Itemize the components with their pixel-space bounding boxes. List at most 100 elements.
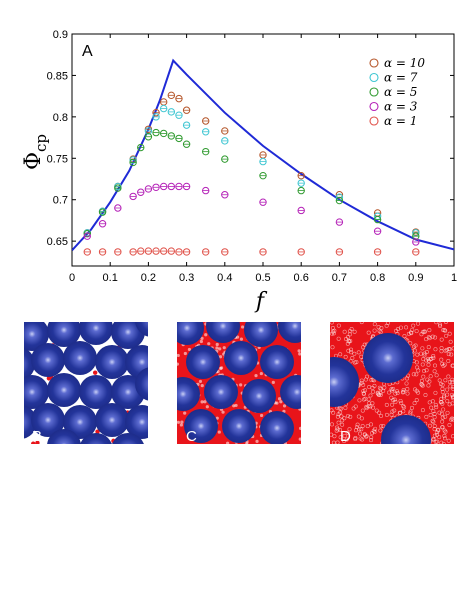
small-particle [349, 327, 354, 332]
large-sphere [47, 322, 81, 347]
small-particle [418, 351, 423, 356]
small-particle [384, 412, 389, 417]
small-particle [450, 434, 454, 439]
small-particle [447, 402, 452, 407]
small-particle [203, 400, 207, 404]
panel-label: A [82, 43, 93, 60]
small-particle [346, 338, 351, 343]
small-particle [360, 408, 365, 413]
small-particle [357, 431, 362, 436]
small-particle [391, 398, 396, 403]
small-particle [441, 395, 446, 400]
small-particle [352, 360, 357, 365]
y-axis: 0.65 0.7 0.75 0.8 0.85 0.9 [47, 29, 454, 248]
small-particle [348, 359, 353, 364]
large-sphere [363, 333, 413, 383]
small-particle [370, 401, 375, 406]
small-particle [446, 438, 451, 443]
small-particle [402, 334, 407, 339]
legend-marker [369, 116, 379, 126]
small-particle [358, 436, 363, 441]
large-sphere [24, 375, 49, 409]
small-particle [414, 329, 419, 334]
small-particle [235, 335, 240, 339]
small-particle [348, 414, 353, 419]
small-particle [332, 434, 337, 439]
small-particle [366, 404, 371, 409]
small-particle [434, 405, 439, 410]
x-tick-label: 0.5 [255, 272, 270, 284]
small-particle [439, 346, 444, 351]
small-particle [360, 424, 365, 429]
small-particle [371, 334, 376, 339]
small-particle [298, 352, 301, 356]
small-particle [445, 387, 450, 392]
small-particle [432, 369, 437, 374]
small-particle [177, 353, 180, 358]
small-particle [372, 328, 377, 333]
small-particle [433, 390, 438, 395]
legend-marker [369, 87, 379, 97]
large-sphere [206, 322, 240, 343]
x-tick-label: 0.1 [103, 272, 118, 284]
small-particle [420, 408, 425, 413]
large-sphere [186, 345, 220, 379]
small-particle [378, 428, 383, 433]
small-particle [331, 331, 336, 336]
small-particle [345, 430, 350, 435]
small-particle [412, 348, 417, 353]
inset-b-label: B [32, 428, 42, 445]
small-particle [366, 397, 371, 402]
large-sphere [80, 433, 112, 444]
small-particle [245, 442, 249, 444]
large-sphere [280, 375, 301, 409]
small-particle [437, 435, 442, 440]
small-particle [370, 431, 375, 436]
small-particle [354, 425, 359, 430]
small-particle [92, 370, 98, 375]
small-particle [445, 392, 450, 397]
small-particle [395, 391, 400, 396]
small-particle [439, 337, 444, 342]
small-particle [450, 394, 454, 399]
small-particle [334, 425, 339, 430]
small-particle [423, 392, 428, 397]
small-particle [448, 384, 453, 389]
small-particle [337, 406, 342, 411]
small-particle [377, 385, 382, 390]
large-sphere [79, 375, 113, 409]
small-particle [421, 329, 426, 334]
small-particle [408, 341, 413, 346]
small-particle [444, 333, 449, 338]
small-particle [180, 420, 184, 424]
small-particle [339, 406, 344, 411]
small-particle [218, 347, 222, 351]
small-particle [377, 328, 382, 333]
small-particle [413, 343, 418, 348]
small-particle [298, 426, 301, 430]
small-particle [217, 430, 221, 434]
small-particle [450, 377, 454, 382]
small-particle [177, 420, 180, 424]
small-particle [384, 323, 389, 328]
small-particle [451, 394, 454, 399]
small-particle [428, 413, 433, 418]
small-particle [421, 374, 426, 379]
large-sphere [125, 405, 148, 439]
small-particle [434, 430, 439, 435]
small-particle [255, 439, 259, 443]
y-tick-label: 0.85 [47, 70, 68, 82]
large-sphere [381, 415, 431, 444]
small-particle [445, 410, 450, 415]
small-particle [440, 361, 445, 366]
small-particle [335, 440, 340, 444]
y-tick-label: 0.9 [53, 29, 68, 41]
small-particle [424, 368, 429, 373]
small-particle [359, 380, 364, 385]
large-sphere [242, 379, 276, 413]
small-particle [183, 351, 187, 356]
small-particle [451, 396, 454, 401]
y-axis-label-subscript: cp [32, 134, 50, 152]
legend-label: α = 1 [384, 114, 417, 128]
small-particle [442, 328, 447, 333]
